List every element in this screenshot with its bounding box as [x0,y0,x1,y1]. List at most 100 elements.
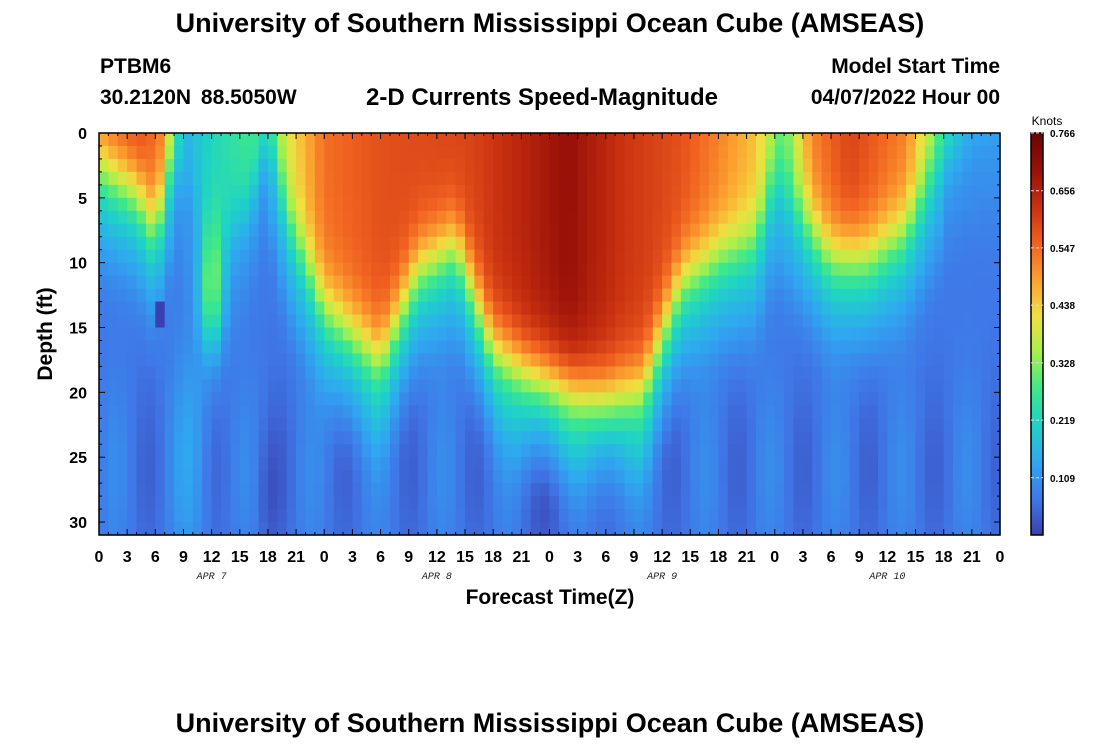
heatmap-cell [221,431,231,445]
heatmap-cell [615,184,626,199]
heatmap-cell [643,327,654,342]
heatmap-cell [183,418,194,432]
heatmap-cell [896,145,907,160]
heatmap-cell [802,223,813,238]
heatmap-cell [333,522,344,536]
heatmap-cell [230,366,241,380]
heatmap-cell [183,353,194,368]
heatmap-cell [305,444,316,458]
heatmap-cell [774,301,785,316]
heatmap-cell [652,327,663,342]
heatmap-cell [399,353,410,368]
heatmap-cell [755,262,766,277]
heatmap-cell [258,197,269,212]
heatmap-cell [286,184,297,199]
heatmap-cell [671,509,682,523]
heatmap-cell [680,223,691,238]
heatmap-cell [192,353,203,368]
heatmap-cell [333,327,344,342]
heatmap-cell [174,145,185,160]
heatmap-cell [671,158,682,173]
heatmap-cell [793,366,804,380]
heatmap-cell [690,340,701,355]
heatmap-cell [812,457,823,471]
heatmap-cell [990,145,1001,160]
heatmap-cell [577,444,588,458]
heatmap-cell [230,392,241,406]
heatmap-cell [155,483,166,497]
heatmap-cell [343,470,354,484]
heatmap-cell [831,405,842,419]
heatmap-cell [699,210,710,225]
heatmap-cell [493,509,504,523]
heatmap-cell [558,392,569,406]
heatmap-cell [615,470,626,484]
heatmap-cell [699,444,710,458]
heatmap-cell [587,379,598,393]
heatmap-cell [314,275,325,290]
heatmap-cell [981,197,992,212]
heatmap-cell [192,366,203,380]
heatmap-cell [446,353,457,368]
heatmap-cell [915,210,926,225]
heatmap-cell [812,379,823,393]
heatmap-cell [418,405,429,419]
heatmap-cell [953,522,964,536]
heatmap-cell [99,366,109,380]
heatmap-cell [511,133,522,147]
heatmap-cell [549,236,560,251]
heatmap-cell [493,275,504,290]
heatmap-cell [239,301,250,316]
heatmap-cell [474,171,485,186]
heatmap-cell [136,327,147,342]
heatmap-cell [258,405,269,419]
heatmap-cell [934,522,945,536]
heatmap-cell [286,418,297,432]
heatmap-cell [408,249,419,264]
heatmap-cell [249,171,260,186]
heatmap-cell [633,457,644,471]
heatmap-cell [174,197,185,212]
heatmap-cell [971,197,982,212]
heatmap-cell [521,262,532,277]
heatmap-cell [981,431,992,445]
heatmap-cell [840,223,851,238]
heatmap-cell [727,288,738,303]
heatmap-cell [934,314,945,329]
heatmap-cell [286,158,297,173]
model-start-time: 04/07/2022 Hour 00 [810,86,1000,109]
heatmap-cell [455,444,466,458]
heatmap-cell [699,327,710,342]
heatmap-cell [943,340,954,355]
heatmap-cell [624,496,635,510]
heatmap-cell [239,366,250,380]
heatmap-cell [465,171,476,186]
heatmap-cell [333,366,344,380]
heatmap-cell [887,418,898,432]
heatmap-cell [352,444,363,458]
heatmap-cell [108,392,119,406]
heatmap-cell [737,444,748,458]
heatmap-cell [915,314,926,329]
heatmap-cell [615,262,626,277]
heatmap-cell [127,158,138,173]
heatmap-cell [877,197,888,212]
heatmap-cell [333,171,344,186]
heatmap-cell [127,431,138,445]
heatmap-cell [286,133,297,147]
heatmap-cell [558,431,569,445]
heatmap-cell [408,262,419,277]
heatmap-cell [164,288,175,303]
heatmap-cell [915,171,926,186]
heatmap-cell [934,418,945,432]
heatmap-cell [709,197,720,212]
colorbar-tick-label: 0.766 [1050,129,1075,140]
heatmap-cell [530,314,541,329]
heatmap-cell [230,275,241,290]
heatmap-cell [737,405,748,419]
heatmap-cell [540,236,551,251]
heatmap-cell [774,327,785,342]
heatmap-cell [709,171,720,186]
heatmap-cell [662,366,673,380]
